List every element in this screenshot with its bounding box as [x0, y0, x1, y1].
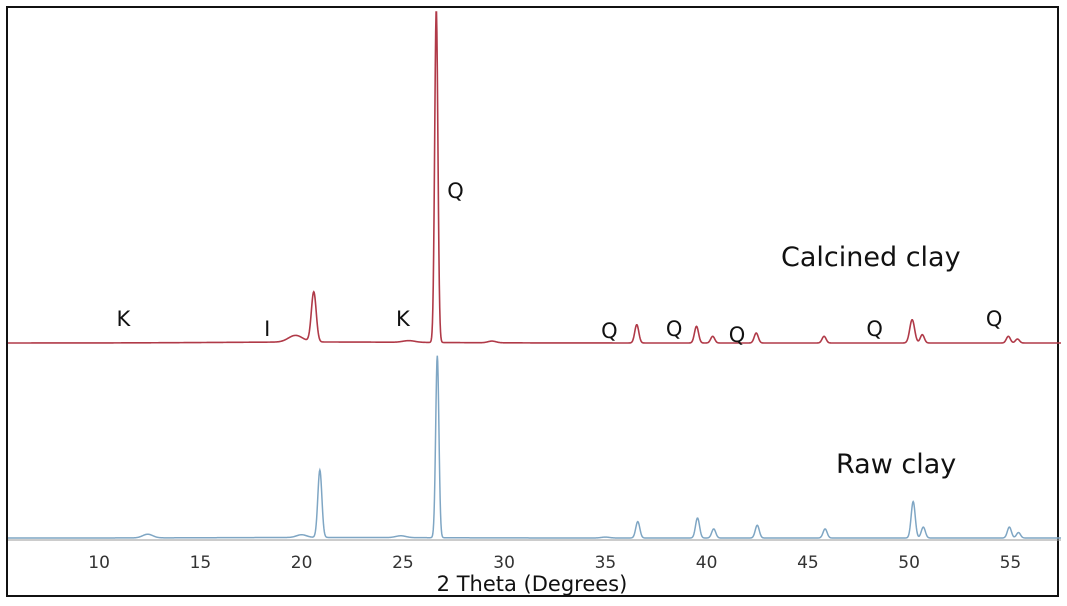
series-calcined-line [8, 11, 1061, 344]
peak-label-q-6: Q [729, 323, 746, 347]
series-raw-line [8, 355, 1061, 539]
peak-label-q-5: Q [666, 317, 683, 341]
xrd-chart: K I K Q Q Q Q Q Q 10 15 20 25 30 35 40 45 50 55 Calcined … [8, 11, 1061, 596]
peak-label-q-8: Q [986, 307, 1003, 331]
peak-label-q-4: Q [601, 319, 618, 343]
peak-label-q-3: Q [447, 179, 464, 203]
x-tick-label-25: 25 [392, 553, 414, 573]
x-tick-label-40: 40 [696, 553, 718, 573]
x-tick-label-20: 20 [291, 553, 313, 573]
series-label-raw: Raw clay [836, 449, 956, 480]
x-tick-label-30: 30 [493, 553, 515, 573]
chart-frame: K I K Q Q Q Q Q Q 10 15 20 25 30 35 40 45 50 55 Calcined … [6, 6, 1061, 597]
x-tick-label-35: 35 [595, 553, 617, 573]
x-axis-title: 2 Theta (Degrees) [437, 572, 628, 596]
x-tick-label-55: 55 [1000, 553, 1022, 573]
x-tick-label-10: 10 [88, 553, 110, 573]
peak-label-q-7: Q [866, 317, 883, 341]
series-label-calcined: Calcined clay [781, 242, 961, 273]
x-tick-label-45: 45 [797, 553, 819, 573]
peak-label-k-2: K [396, 307, 411, 331]
peak-label-i-1: I [264, 317, 270, 341]
x-tick-label-15: 15 [190, 553, 212, 573]
peak-label-k-0: K [117, 307, 132, 331]
x-tick-label-50: 50 [898, 553, 920, 573]
